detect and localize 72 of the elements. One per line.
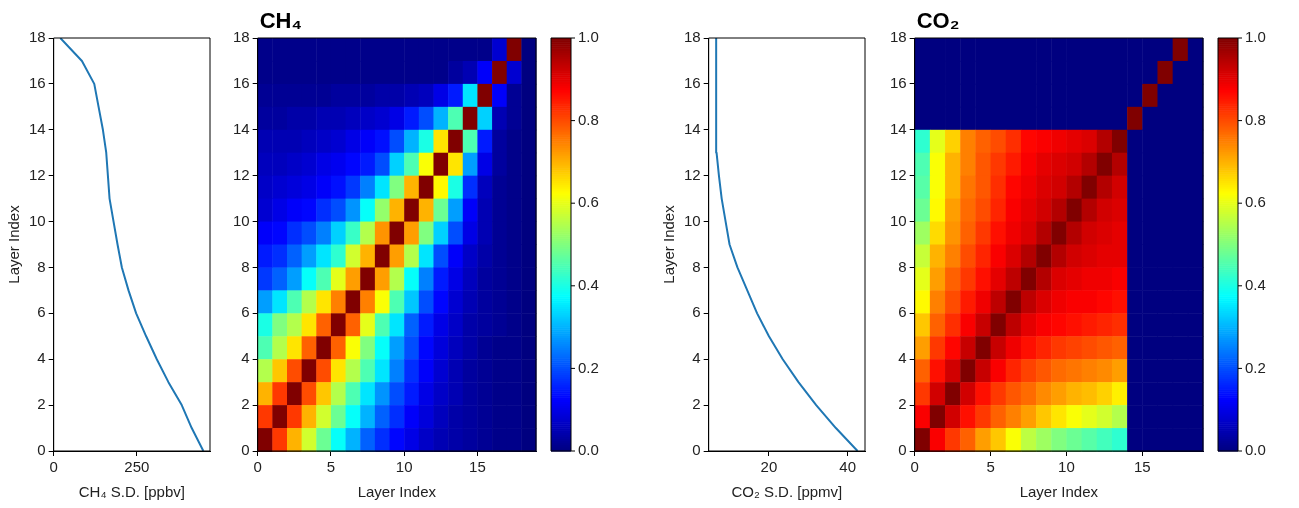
y-tick-label: 16 [233, 74, 250, 92]
x-tick-label: 0 [49, 458, 58, 476]
y-tick-label: 10 [890, 211, 907, 229]
color-bar-label: 0.2 [1245, 358, 1266, 376]
color-bar-label: 1.0 [1245, 28, 1266, 46]
y-tick-label: 0 [241, 441, 250, 459]
x-tick-label: 250 [124, 458, 150, 476]
y-tick-label: 0 [692, 441, 701, 459]
chart-title: CH₄ [259, 8, 302, 33]
y-tick-label: 2 [692, 395, 701, 413]
y-tick-label: 16 [890, 74, 907, 92]
x-tick-label: 10 [395, 458, 413, 476]
x-tick-label: 10 [1058, 458, 1075, 476]
y-tick-label: 4 [898, 349, 907, 367]
x-tick-label: 5 [986, 458, 995, 476]
y-tick-label: 6 [37, 303, 46, 321]
y-tick-label: 6 [692, 303, 701, 321]
y-tick-label: 8 [241, 257, 250, 275]
x-tick-label: 15 [469, 458, 486, 476]
color-bar-label: 0.4 [578, 275, 599, 293]
y-tick-label: 14 [233, 119, 250, 137]
color-bar-label: 0.0 [578, 441, 599, 459]
chart-title: CO₂ [916, 8, 960, 33]
y-tick-label: 18 [233, 28, 250, 46]
y-tick-label: 4 [241, 349, 250, 367]
x-tick-label: 0 [910, 458, 919, 476]
y-tick-label: 10 [233, 211, 250, 229]
color-bar-label: 0.6 [578, 193, 599, 211]
y-tick-label: 12 [29, 165, 46, 183]
color-bar-label: 0.8 [1245, 110, 1266, 128]
color-bar-label: 0.0 [1245, 441, 1266, 459]
x-axis-title: CH₄ S.D. [ppbv] [78, 483, 185, 501]
y-tick-label: 6 [898, 303, 907, 321]
y-tick-label: 12 [890, 165, 907, 183]
y-tick-label: 14 [29, 119, 46, 137]
y-tick-label: 14 [890, 119, 907, 137]
y-tick-label: 2 [37, 395, 46, 413]
color-bar-label: 0.8 [578, 110, 599, 128]
y-tick-label: 4 [692, 349, 701, 367]
y-tick-label: 16 [29, 74, 46, 92]
y-tick-label: 0 [37, 441, 46, 459]
color-bar-label: 1.0 [578, 28, 599, 46]
y-tick-label: 14 [684, 119, 701, 137]
color-bar-label: 0.2 [578, 358, 599, 376]
y-axis-title: Layer Index [660, 204, 678, 284]
y-tick-label: 0 [898, 441, 907, 459]
y-tick-label: 6 [241, 303, 250, 321]
y-tick-label: 18 [890, 28, 907, 46]
y-tick-label: 10 [684, 211, 701, 229]
y-tick-label: 12 [233, 165, 250, 183]
y-tick-label: 2 [241, 395, 250, 413]
y-tick-label: 12 [684, 165, 701, 183]
x-axis-title: Layer Index [1019, 483, 1099, 501]
y-axis-title: Layer Index [5, 204, 23, 284]
y-tick-label: 8 [37, 257, 46, 275]
y-tick-label: 2 [898, 395, 907, 413]
y-tick-label: 4 [37, 349, 46, 367]
x-tick-label: 0 [253, 458, 262, 476]
y-tick-label: 8 [898, 257, 907, 275]
x-axis-title: Layer Index [357, 483, 437, 501]
x-tick-label: 40 [839, 458, 857, 476]
x-tick-label: 5 [326, 458, 336, 476]
color-bar-label: 0.4 [1245, 275, 1266, 293]
x-tick-label: 15 [1133, 458, 1151, 476]
y-tick-label: 10 [29, 211, 46, 229]
x-tick-label: 20 [760, 458, 778, 476]
y-tick-label: 16 [684, 74, 701, 92]
color-bar-label: 0.6 [1245, 193, 1266, 211]
x-axis-title: CO₂ S.D. [ppmv] [731, 483, 843, 501]
y-tick-label: 18 [29, 28, 46, 46]
y-tick-label: 18 [684, 28, 701, 46]
y-tick-label: 8 [692, 257, 701, 275]
